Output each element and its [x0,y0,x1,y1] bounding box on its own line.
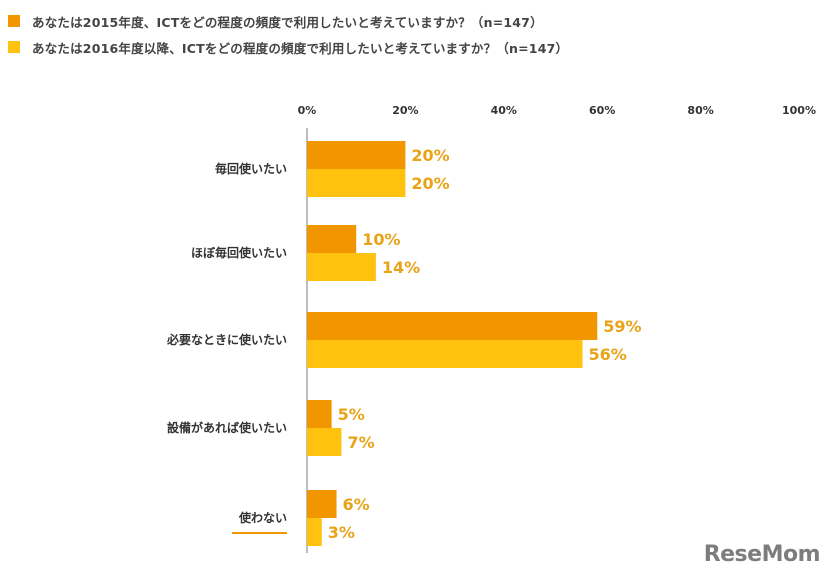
data-label: 56% [589,345,627,364]
bar [307,490,337,518]
legend-label-2016: あなたは2016年度以降、ICTをどの程度の頻度で利用したいと考えていますか？（… [32,40,569,56]
legend-swatch-2016 [8,41,20,53]
data-label: 6% [343,495,370,514]
x-tick-label: 100% [782,104,816,117]
data-label: 3% [328,523,355,542]
data-label: 14% [382,258,420,277]
bar [307,253,376,281]
data-label: 20% [411,174,449,193]
data-label: 20% [411,146,449,165]
category-label: 使わない [238,510,287,525]
data-label: 7% [347,433,374,452]
resemom-logo: ReseMom [703,542,821,567]
legend-item-2016: あなたは2016年度以降、ICTをどの程度の頻度で利用したいと考えていますか？（… [8,36,568,58]
x-tick-label: 80% [687,104,713,117]
bar [307,518,322,546]
bar [307,169,406,197]
data-label: 5% [338,405,365,424]
legend-swatch-2015 [8,15,20,27]
bar [307,141,406,169]
category-label: 設備があれば使いたい [167,420,287,435]
bar [307,400,332,428]
legend-item-2015: あなたは2015年度、ICTをどの程度の頻度で利用したいと考えていますか？（n=… [8,10,568,32]
x-tick-label: 60% [589,104,615,117]
bar [307,340,583,368]
data-label: 10% [362,230,400,249]
data-label: 59% [603,317,641,336]
bar [307,428,342,456]
category-label: 必要なときに使いたい [166,332,287,347]
bar [307,225,357,253]
category-label: ほぼ毎回使いたい [191,245,287,260]
x-tick-label: 0% [298,104,317,117]
legend: あなたは2015年度、ICTをどの程度の頻度で利用したいと考えていますか？（n=… [8,10,568,62]
category-label: 毎回使いたい [215,161,287,176]
bar [307,312,598,340]
x-tick-label: 20% [392,104,418,117]
x-tick-label: 40% [491,104,517,117]
legend-label-2015: あなたは2015年度、ICTをどの程度の頻度で利用したいと考えていますか？（n=… [32,14,543,30]
